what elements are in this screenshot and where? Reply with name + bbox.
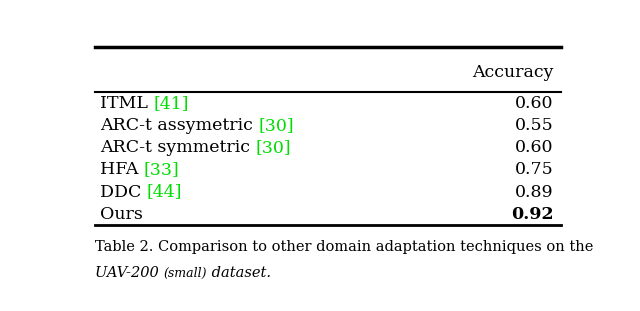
Text: DDC: DDC — [100, 183, 147, 201]
Text: dataset.: dataset. — [207, 266, 271, 280]
Text: 0.60: 0.60 — [515, 139, 554, 156]
Text: 0.89: 0.89 — [515, 183, 554, 201]
Text: UAV-200: UAV-200 — [95, 266, 163, 280]
Text: Table 2. Comparison to other domain adaptation techniques on the: Table 2. Comparison to other domain adap… — [95, 240, 593, 254]
Text: ARC-t symmetric: ARC-t symmetric — [100, 139, 255, 156]
Text: Accuracy: Accuracy — [472, 63, 554, 81]
Text: (small): (small) — [163, 267, 207, 280]
Text: Ours: Ours — [100, 206, 143, 223]
Text: [30]: [30] — [255, 139, 291, 156]
Text: 0.92: 0.92 — [511, 206, 554, 223]
Text: ARC-t assymetric: ARC-t assymetric — [100, 117, 258, 134]
Text: 0.75: 0.75 — [515, 161, 554, 179]
Text: [41]: [41] — [153, 95, 189, 112]
Text: HFA: HFA — [100, 161, 144, 179]
Text: 0.60: 0.60 — [515, 95, 554, 112]
Text: 0.55: 0.55 — [515, 117, 554, 134]
Text: [30]: [30] — [258, 117, 294, 134]
Text: ITML: ITML — [100, 95, 153, 112]
Text: [44]: [44] — [147, 183, 182, 201]
Text: [33]: [33] — [144, 161, 179, 179]
